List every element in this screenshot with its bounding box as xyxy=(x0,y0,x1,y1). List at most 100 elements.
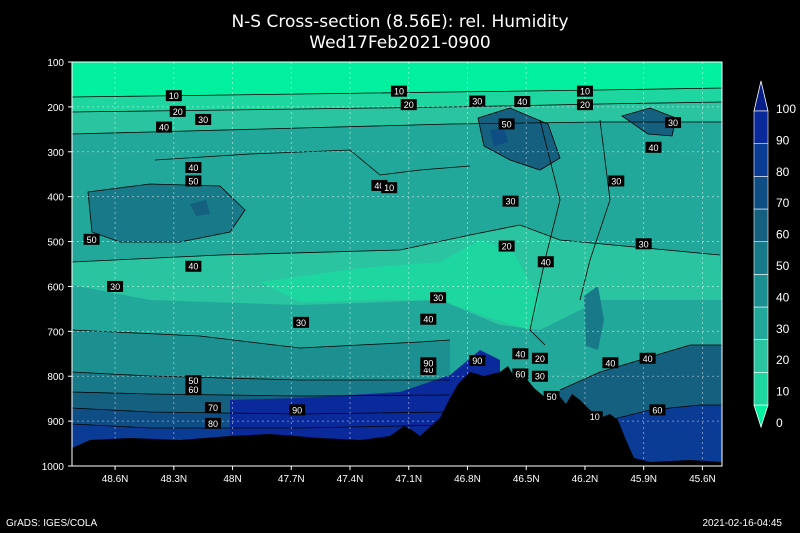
contour-label-bg xyxy=(543,390,560,402)
y-tick-label: 500 xyxy=(47,238,64,249)
contour-label-group: 30 xyxy=(635,238,652,250)
y-tick-label: 1000 xyxy=(42,462,65,473)
band-south-80 xyxy=(610,405,722,466)
contour-label: 20 xyxy=(535,354,545,364)
contour-label: 30 xyxy=(198,115,208,125)
contour-label: 10 xyxy=(580,87,590,97)
contour-label-bg xyxy=(371,179,388,191)
colorbar-max-arrow xyxy=(753,80,769,112)
x-tick-label: 46.5N xyxy=(513,474,540,485)
colorbar-tick-label: 50 xyxy=(776,259,790,273)
contour-label: 90 xyxy=(472,356,482,366)
contour-line-4 xyxy=(72,224,721,263)
contour-label: 30 xyxy=(668,118,678,128)
contour-label-group: 40 xyxy=(602,357,619,369)
contour-label: 30 xyxy=(472,97,482,107)
colorbar-segment xyxy=(753,306,769,340)
contour-label: 40 xyxy=(159,123,169,133)
contour-label-group: 40 xyxy=(371,179,388,191)
colorbar-tick-label: 60 xyxy=(776,228,790,242)
contour-label-group: 50 xyxy=(185,375,202,387)
contour-label-bg xyxy=(204,402,221,414)
colorbar-segment xyxy=(753,143,769,177)
contour-label-bg xyxy=(537,256,554,268)
contour-label-bg xyxy=(502,195,519,207)
colorbar-tick-label: 40 xyxy=(776,290,790,304)
contour-label-group: 10 xyxy=(381,182,398,194)
band-low-40 xyxy=(72,330,450,380)
contour-line-17 xyxy=(609,404,722,421)
contour-label: 90 xyxy=(292,405,302,415)
contour-label-bg xyxy=(83,233,100,245)
contour-label: 60 xyxy=(652,405,662,415)
contour-label-group: 20 xyxy=(498,240,515,252)
contour-line-9 xyxy=(72,423,451,429)
contour-label-group: 40 xyxy=(185,260,202,272)
contour-label-group: 40 xyxy=(645,141,662,153)
contour-label: 30 xyxy=(535,372,545,382)
contour-label-group: 40 xyxy=(420,363,437,375)
band-mid-dry-core xyxy=(260,240,540,330)
contour-line-10 xyxy=(87,183,246,243)
contour-label-bg xyxy=(430,292,447,304)
contour-label-group: 40 xyxy=(639,352,656,364)
x-tick-label: 48.6N xyxy=(102,474,129,485)
colorbar-tick-label: 20 xyxy=(776,353,790,367)
contour-label: 40 xyxy=(515,349,525,359)
contour-label-bg xyxy=(602,357,619,369)
contour-label-group: 10 xyxy=(586,411,603,423)
band-moist-upper xyxy=(88,184,245,242)
contour-label-group: 30 xyxy=(430,292,447,304)
contour-label-bg xyxy=(512,368,529,380)
contour-label-bg xyxy=(204,417,221,429)
contour-label-group: 50 xyxy=(83,233,100,245)
contour-line-6 xyxy=(72,371,450,381)
contour-label: 20 xyxy=(502,242,512,252)
contour-label: 10 xyxy=(384,183,394,193)
contour-label-group: 40 xyxy=(156,121,173,133)
contour-label-group: 40 xyxy=(512,348,529,360)
colorbar-tick-label: 10 xyxy=(776,385,790,399)
contour-label-bg xyxy=(608,175,625,187)
contour-label-group: 70 xyxy=(204,402,221,414)
chart-subtitle: Wed17Feb2021-0900 xyxy=(309,33,491,53)
contour-label: 40 xyxy=(423,365,433,375)
contour-label-group: 30 xyxy=(293,316,310,328)
contour-label-bg xyxy=(185,375,202,387)
contour-label-bg xyxy=(169,105,186,117)
contour-label: 20 xyxy=(173,107,183,117)
colorbar-tick-label: 90 xyxy=(776,133,790,147)
contour-label-bg xyxy=(289,404,306,416)
colorbar-segment xyxy=(753,176,769,210)
x-tick-label: 48.3N xyxy=(160,474,187,485)
y-tick-label: 900 xyxy=(47,417,64,428)
contour-label-group: 30 xyxy=(502,195,519,207)
contour-label: 40 xyxy=(188,163,198,173)
band-low-50 xyxy=(72,372,450,396)
contour-label: 40 xyxy=(648,143,658,153)
contour-label-group: 60 xyxy=(185,384,202,396)
y-tick-label: 400 xyxy=(47,193,64,204)
x-tick-label: 46.2N xyxy=(572,474,599,485)
contour-label: 30 xyxy=(611,176,621,186)
contour-label-bg xyxy=(576,85,593,97)
contour-label-bg xyxy=(498,240,515,252)
contour-label-group: 60 xyxy=(649,404,666,416)
contour-label: 40 xyxy=(541,257,551,267)
contour-label: 60 xyxy=(515,369,525,379)
contour-label-bg xyxy=(645,141,662,153)
contour-label-bg xyxy=(531,352,548,364)
contour-label-group: 50 xyxy=(543,390,560,402)
band-moist-core xyxy=(190,200,210,216)
contour-label-bg xyxy=(420,313,437,325)
credit-text: GrADS: IGES/COLA xyxy=(6,518,98,529)
contour-label-group: 60 xyxy=(512,368,529,380)
contour-label-bg xyxy=(185,384,202,396)
colorbar-segment xyxy=(753,274,769,308)
plot-frame xyxy=(71,61,723,467)
y-tick-label: 700 xyxy=(47,327,64,338)
contour-label: 30 xyxy=(110,282,120,292)
contour-label-group: 30 xyxy=(531,370,548,382)
contour-label-group: 10 xyxy=(165,90,182,102)
